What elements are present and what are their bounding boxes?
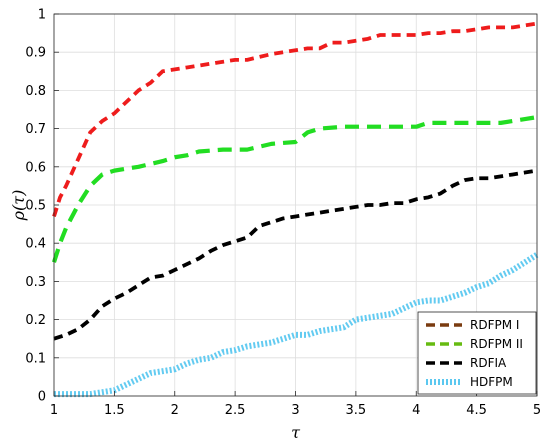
y-tick-label: 0.6 (25, 160, 46, 175)
series-line-rdfpm-ii (51, 115, 538, 263)
y-axis-title: ρ(τ) (9, 190, 28, 222)
y-tick-label: 0.8 (25, 84, 46, 99)
x-tick-label: 4 (412, 403, 420, 418)
x-axis-title: τ (291, 423, 301, 442)
x-tick-label: 5 (533, 403, 541, 418)
x-tick-label: 3 (291, 403, 299, 418)
x-tick-label: 2 (171, 403, 179, 418)
x-axis-ticks: 1 1.5 2 2.5 3 3.5 4 4.5 5 (50, 391, 541, 418)
legend-label: RDFPM II (470, 337, 523, 351)
y-tick-label: 0.1 (25, 351, 46, 366)
legend-label: HDFPM (470, 375, 513, 389)
y-tick-label: 0.5 (25, 199, 46, 214)
y-tick-label: 0.2 (25, 313, 46, 328)
x-tick-label: 3.5 (346, 403, 367, 418)
y-tick-label: 0.3 (25, 275, 46, 290)
y-tick-label: 0.4 (25, 237, 46, 252)
x-tick-label: 2.5 (225, 403, 246, 418)
y-tick-label: 0.7 (25, 122, 46, 137)
y-tick-label: 1 (38, 8, 46, 23)
y-tick-label: 0.9 (25, 46, 46, 61)
series-line-rdfia (53, 168, 538, 341)
legend-label: RDFIA (470, 356, 507, 370)
x-tick-label: 4.5 (466, 403, 487, 418)
legend-box (417, 311, 537, 395)
legend: RDFPM I RDFPM II RDFIA HDFPM (417, 311, 537, 395)
series-layer (51, 21, 539, 398)
x-tick-label: 1.5 (104, 403, 125, 418)
x-tick-label: 1 (50, 403, 58, 418)
y-axis-ticks: 0 0.1 0.2 0.3 0.4 0.5 0.6 0.7 0.8 0.9 1 (25, 8, 59, 405)
series-line-rdfpm-i (52, 21, 538, 218)
legend-label: RDFPM I (470, 318, 519, 332)
y-tick-label: 0 (38, 390, 46, 405)
